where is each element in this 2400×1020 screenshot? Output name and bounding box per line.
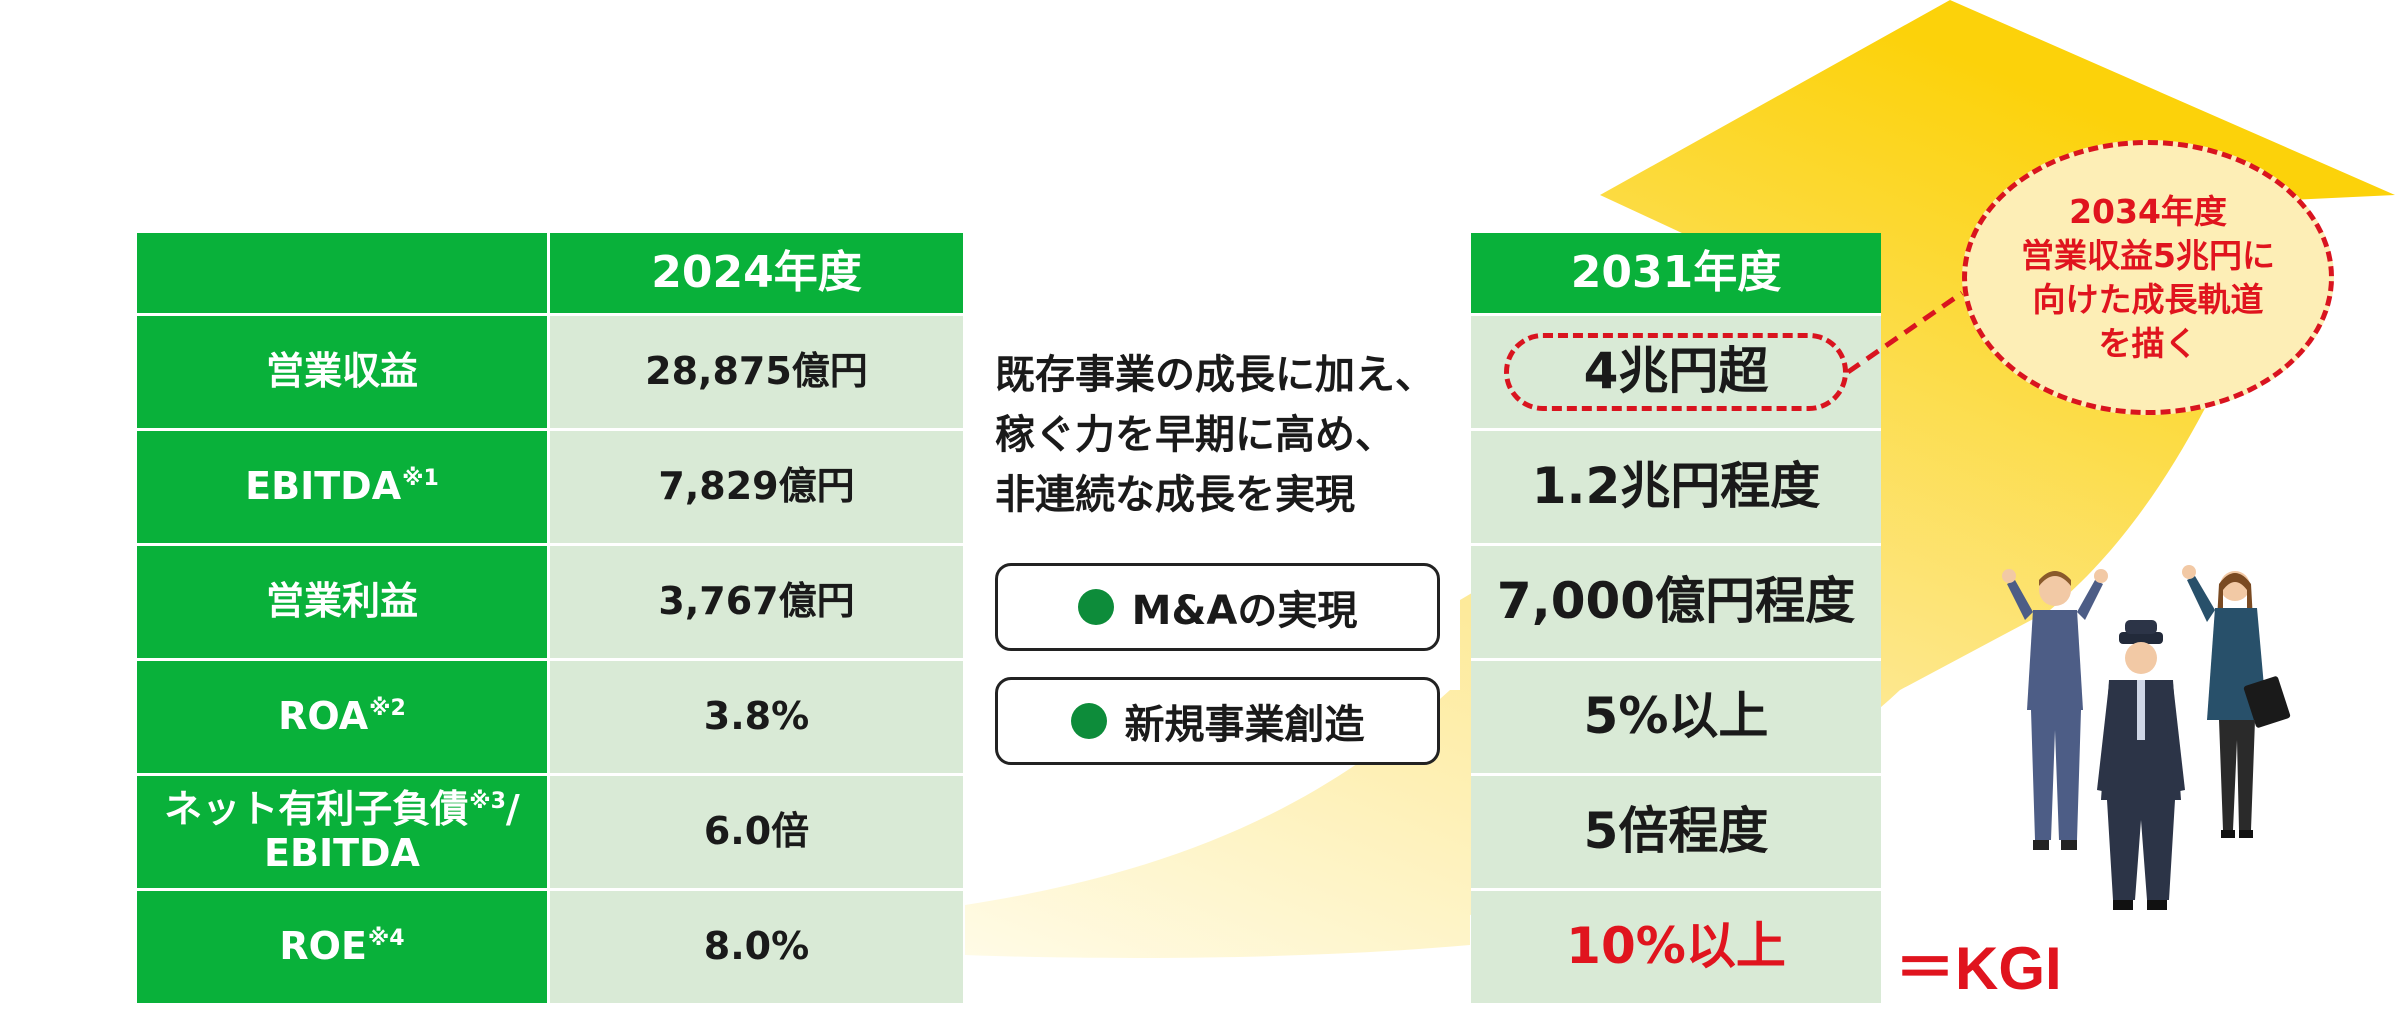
fy2024-net-debt-ebitda: 6.0倍 bbox=[550, 776, 963, 888]
callout-line: 向けた成長軌道 bbox=[2032, 279, 2264, 319]
strategy-line: 非連続な成長を実現 bbox=[995, 472, 1355, 518]
fy2024-ebitda: 7,829億円 bbox=[550, 431, 963, 543]
row-label-roa: ROA※2 bbox=[137, 661, 547, 773]
fy2031-ebitda: 1.2兆円程度 bbox=[1471, 431, 1881, 543]
conductor-figure bbox=[2097, 620, 2185, 910]
fy2031-table: 2031年度 4兆円超 1.2兆円程度 7,000億円程度 5%以上 5倍程度 … bbox=[1471, 233, 1881, 1003]
fy2031-header: 2031年度 bbox=[1471, 233, 1881, 313]
highlight-pill: 4兆円超 bbox=[1504, 333, 1848, 411]
staff-woman-figure bbox=[2002, 569, 2108, 850]
strategy-line: 稼ぐ力を早期に高め、 bbox=[995, 412, 1395, 458]
callout-line: 営業収益5兆円に bbox=[2021, 235, 2275, 275]
footnote-mark: ※4 bbox=[367, 926, 405, 952]
fy2024-roe: 8.0% bbox=[550, 891, 963, 1003]
row-label-ebitda: EBITDA※1 bbox=[137, 431, 547, 543]
fy2024-table: 2024年度 営業収益 28,875億円 EBITDA※1 7,829億円 営業… bbox=[137, 233, 963, 1003]
row-label-roe: ROE※4 bbox=[137, 891, 547, 1003]
kgi-label: ＝KGI bbox=[1895, 935, 2062, 1002]
fy2024-operating-profit: 3,767億円 bbox=[550, 546, 963, 658]
footnote-mark: ※3 bbox=[469, 789, 506, 815]
businesswoman-figure bbox=[2182, 565, 2291, 838]
footnote-mark: ※1 bbox=[402, 466, 439, 492]
fy2024-operating-revenue: 28,875億円 bbox=[550, 316, 963, 428]
action-box-mna: M&Aの実現 bbox=[995, 563, 1440, 651]
bullet-dot-icon bbox=[1077, 589, 1114, 625]
fy2031-roa: 5%以上 bbox=[1471, 661, 1881, 773]
row-label-operating-profit: 営業利益 bbox=[137, 546, 547, 658]
staff-illustration bbox=[2002, 565, 2291, 910]
growth-callout: 2034年度 営業収益5兆円に 向けた成長軌道 を描く bbox=[1962, 140, 2334, 415]
footnote-mark: ※2 bbox=[369, 696, 406, 722]
fy2031-operating-profit: 7,000億円程度 bbox=[1471, 546, 1881, 658]
fy2031-operating-revenue: 4兆円超 bbox=[1471, 316, 1881, 428]
row-label-net-debt-ebitda: ネット有利子負債※3/ EBITDA bbox=[137, 776, 547, 888]
fy2031-net-debt-ebitda: 5倍程度 bbox=[1471, 776, 1881, 888]
fy2031-roe: 10%以上 bbox=[1471, 891, 1881, 1003]
strategy-text: 既存事業の成長に加え、 稼ぐ力を早期に高め、 非連続な成長を実現 bbox=[995, 345, 1465, 525]
action-box-new-business: 新規事業創造 bbox=[995, 677, 1440, 765]
callout-line: 2034年度 bbox=[2069, 191, 2227, 231]
callout-line: を描く bbox=[2098, 323, 2198, 363]
corner-cell bbox=[137, 233, 547, 313]
bullet-dot-icon bbox=[1070, 703, 1107, 739]
strategy-line: 既存事業の成長に加え、 bbox=[995, 352, 1435, 398]
row-label-operating-revenue: 営業収益 bbox=[137, 316, 547, 428]
fy2024-roa: 3.8% bbox=[550, 661, 963, 773]
fy2024-header: 2024年度 bbox=[550, 233, 963, 313]
